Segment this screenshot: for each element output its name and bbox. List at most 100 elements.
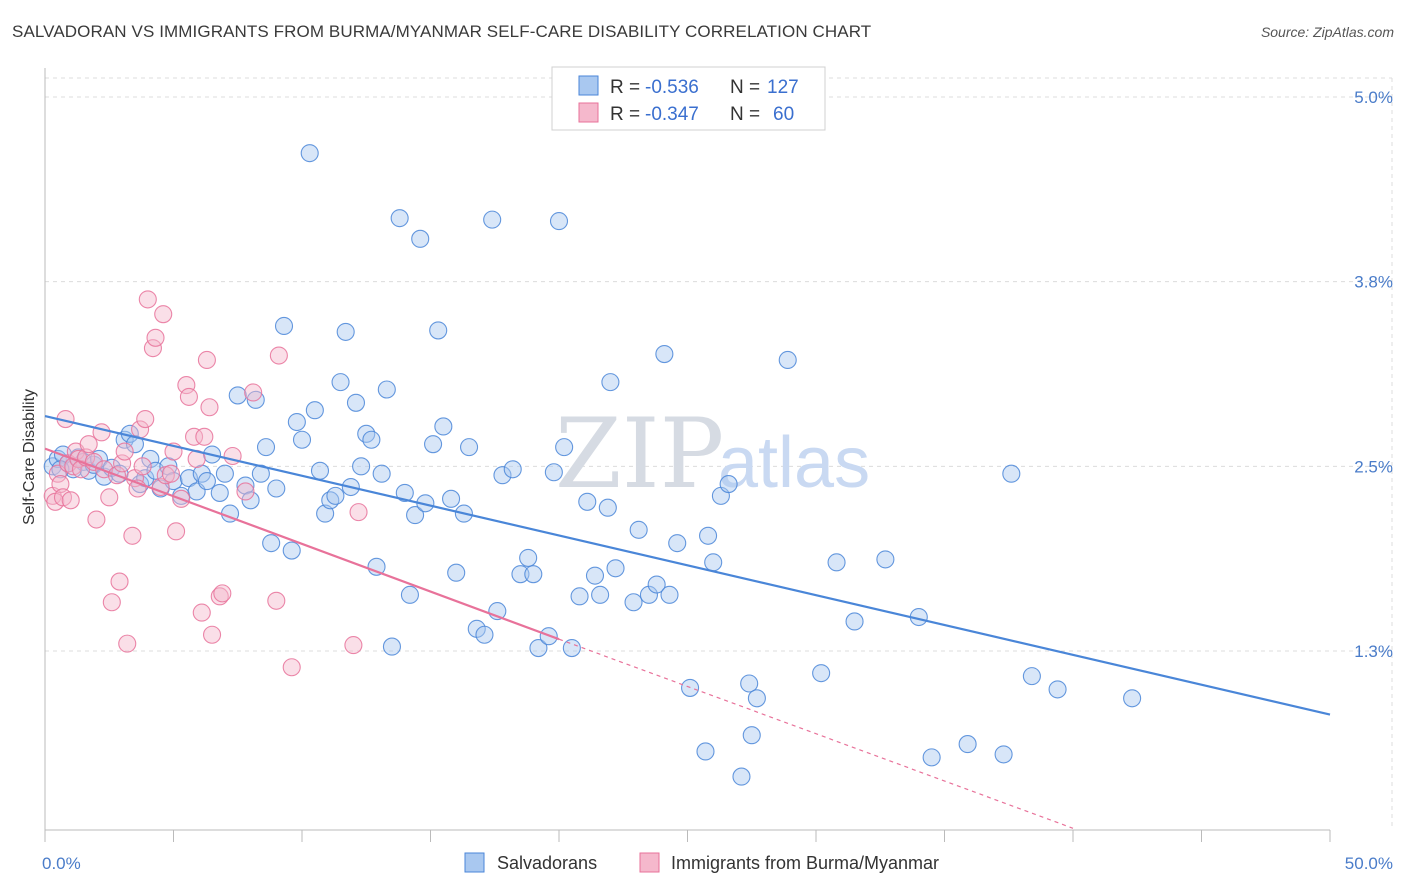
burma-point-3 [51,475,70,494]
salvadoran-point-85 [544,463,563,482]
salvadoran-point-79 [503,460,522,479]
burma-point-19 [102,593,121,612]
salvadoran-point-123 [1022,667,1041,686]
salvadoran-point-30 [215,464,234,483]
salvadoran-point-106 [704,553,723,572]
salvadoran-point-92 [591,585,610,604]
salvadoran-point-38 [262,534,281,553]
salvadoran-point-34 [241,491,260,510]
salvadoran-point-47 [316,504,335,523]
salvadoran-point-124 [1048,680,1067,699]
burma-point-37 [161,464,180,483]
salvadoran-point-88 [562,638,581,658]
burma-point-35 [154,305,173,324]
salvadoran-point-18 [141,449,160,468]
burma-point-29 [133,457,152,476]
salvadoran-point-58 [372,464,391,483]
series-label-burma: Immigrants from Burma/Myanmar [671,853,939,873]
legend-n-value-1: 127 [767,77,799,98]
salvadoran-point-75 [475,625,494,644]
salvadoran-point-49 [326,486,345,505]
salvadoran-point-59 [377,380,396,399]
salvadoran-point-62 [395,483,414,502]
burma-point-22 [113,454,132,473]
salvadorans-trend-line [44,415,1331,716]
x-tick-label-max: 50.0% [1345,854,1393,873]
y-tick-label-0: 5.0% [1354,88,1393,107]
salvadoran-point-104 [696,742,715,761]
salvadoran-point-68 [429,321,448,340]
salvadoran-point-102 [668,534,687,553]
burma-point-55 [267,591,286,610]
salvadoran-point-97 [629,520,648,539]
salvadoran-point-96 [624,593,643,612]
salvadoran-point-54 [352,457,371,476]
salvadoran-point-67 [424,435,443,454]
burma-point-41 [177,376,196,395]
salvadoran-point-119 [922,748,941,767]
burma-point-39 [167,522,186,541]
burma-point-24 [118,634,137,653]
salvadoran-point-56 [362,430,381,449]
legend-r-value-1: -0.536 [645,77,699,98]
salvadoran-point-70 [442,489,461,508]
salvadoran-point-94 [606,559,625,578]
salvadoran-point-109 [740,674,759,693]
salvadoran-point-120 [958,735,977,754]
salvadoran-point-125 [1123,689,1142,708]
burma-point-31 [138,290,157,309]
burma-points [43,290,368,677]
salvadoran-point-73 [459,438,479,457]
salvadoran-point-65 [411,229,430,248]
salvadoran-point-46 [310,461,330,480]
x-tick-labels: 0.0% 50.0% [42,854,1393,873]
burma-trend-line [44,447,560,641]
chart-title: SALVADORAN VS IMMIGRANTS FROM BURMA/MYAN… [12,22,872,41]
burma-point-21 [110,572,129,591]
burma-point-51 [213,584,232,603]
salvadoran-point-45 [305,401,324,420]
series-legend: Salvadorans Immigrants from Burma/Myanma… [464,852,939,873]
salvadoran-point-50 [331,373,350,392]
salvadoran-point-61 [390,209,409,228]
salvadoran-point-116 [845,612,864,631]
burma-point-13 [79,435,98,454]
burma-point-49 [203,625,222,644]
series-label-salvadorans: Salvadorans [497,853,597,873]
legend-r-value-2: -0.347 [645,104,699,125]
burma-point-45 [192,603,211,622]
y-tick-label-3: 1.3% [1354,642,1393,661]
salvadoran-point-93 [598,498,617,517]
salvadoran-point-101 [660,585,679,604]
salvadoran-point-29 [210,483,229,502]
salvadoran-point-121 [994,745,1013,764]
burma-point-30 [136,410,155,429]
burma-point-57 [282,658,301,677]
salvadoran-point-108 [719,475,738,494]
salvadoran-point-95 [601,373,620,392]
salvadoran-point-63 [400,585,419,604]
legend-n-label-2: N = [730,104,760,125]
burma-point-15 [87,510,106,529]
burma-point-43 [185,427,204,446]
salvadoran-point-122 [1002,464,1021,483]
y-tick-labels: 5.0% 3.8% 2.5% 1.3% [1354,88,1393,661]
salvadoran-point-113 [778,350,797,370]
salvadoran-point-89 [570,587,589,606]
salvadoran-point-80 [511,565,530,584]
salvadoran-point-115 [827,553,846,572]
salvadoran-point-86 [549,212,569,231]
salvadoran-point-40 [274,316,294,336]
salvadoran-point-98 [639,585,659,604]
y-axis-title: Self-Care Disability [21,389,38,525]
salvadoran-point-91 [585,566,605,585]
salvadoran-point-69 [434,417,453,436]
salvadoran-point-37 [256,438,276,457]
burma-point-16 [92,423,111,442]
salvadoran-point-32 [228,386,247,405]
x-tick-label-min: 0.0% [42,854,81,873]
salvadoran-point-42 [287,412,306,432]
burma-trend-extension [558,638,1074,829]
salvadoran-point-99 [647,575,666,594]
